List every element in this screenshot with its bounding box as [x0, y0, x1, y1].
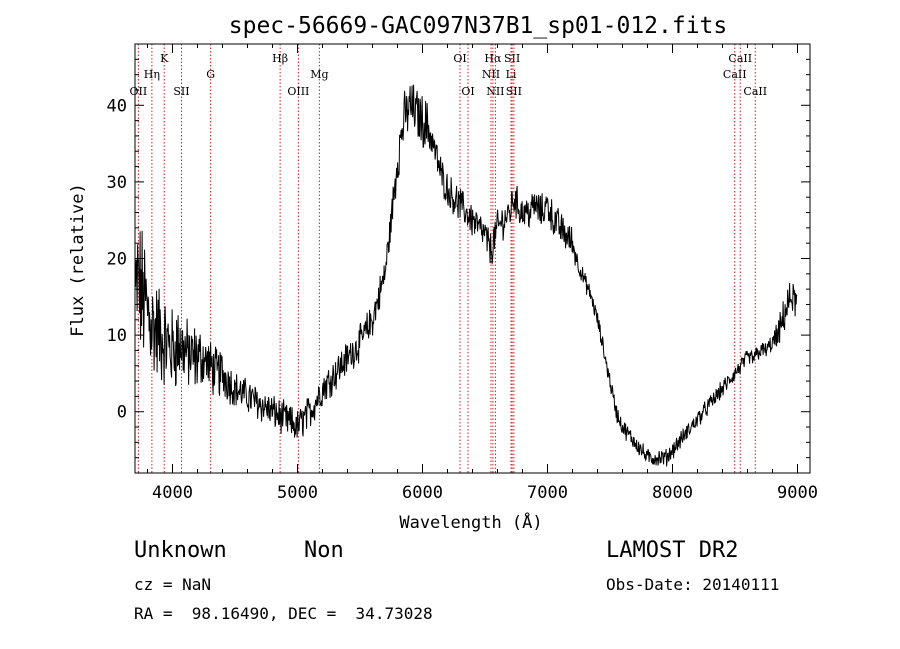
- y-tick-label: 40: [107, 96, 127, 116]
- x-tick-label: 9000: [777, 483, 818, 503]
- x-tick-label: 5000: [277, 483, 318, 503]
- line-marker-label: OI: [453, 52, 466, 65]
- line-marker-label: OII: [130, 85, 148, 98]
- line-marker-label: Li: [506, 68, 517, 81]
- y-tick-label: 0: [117, 403, 127, 423]
- line-marker-label: NII: [482, 68, 500, 81]
- x-axis-label: Wavelength (Å): [399, 511, 542, 533]
- plot-frame: [134, 43, 811, 474]
- line-marker-label: OIII: [287, 85, 309, 98]
- object-class: Unknown: [134, 538, 227, 563]
- line-marker-label: CaII: [723, 68, 747, 81]
- object-subclass: Non: [304, 538, 344, 563]
- line-marker-label: Hβ: [272, 52, 288, 65]
- y-tick-label: 20: [107, 250, 127, 270]
- line-marker-label: Mg: [310, 68, 328, 81]
- obs-date-text: Obs-Date: 20140111: [606, 575, 780, 594]
- line-marker-label: SII: [173, 85, 189, 98]
- spectrum-series: [135, 84, 798, 467]
- line-marker-label: G: [206, 68, 215, 81]
- x-tick-label: 4000: [152, 483, 193, 503]
- line-marker-label: SII: [504, 52, 520, 65]
- line-markers: OIIHηKSIIGHβOIIIMgOIOIHαNIINIISIILiSIICa…: [130, 44, 767, 473]
- line-marker-label: Hη: [144, 68, 160, 81]
- y-axis-label: Flux (relative): [68, 183, 88, 337]
- x-tick-label: 7000: [527, 483, 568, 503]
- chart-title: spec-56669-GAC097N37B1_sp01-012.fits: [229, 13, 728, 39]
- x-tick-label: 6000: [402, 483, 443, 503]
- y-tick-label: 30: [107, 173, 127, 193]
- y-tick-label: 10: [107, 326, 127, 346]
- coordinates-text: RA = 98.16490, DEC = 34.73028: [134, 604, 433, 623]
- survey-name: LAMOST DR2: [606, 538, 739, 563]
- line-marker-label: SII: [506, 85, 522, 98]
- x-tick-label: 8000: [652, 483, 693, 503]
- line-marker-label: OI: [461, 85, 474, 98]
- line-marker-label: CaII: [743, 85, 767, 98]
- axes: 4000 5000 6000 7000 8000 9000 0 10 20 30 40: [107, 43, 818, 503]
- spectrum-line: [135, 84, 798, 467]
- line-marker-label: NII: [486, 85, 504, 98]
- line-marker-label: CaII: [728, 52, 752, 65]
- line-marker-label: K: [160, 52, 169, 65]
- line-marker-label: Hα: [484, 52, 502, 65]
- redshift-text: cz = NaN: [134, 575, 212, 594]
